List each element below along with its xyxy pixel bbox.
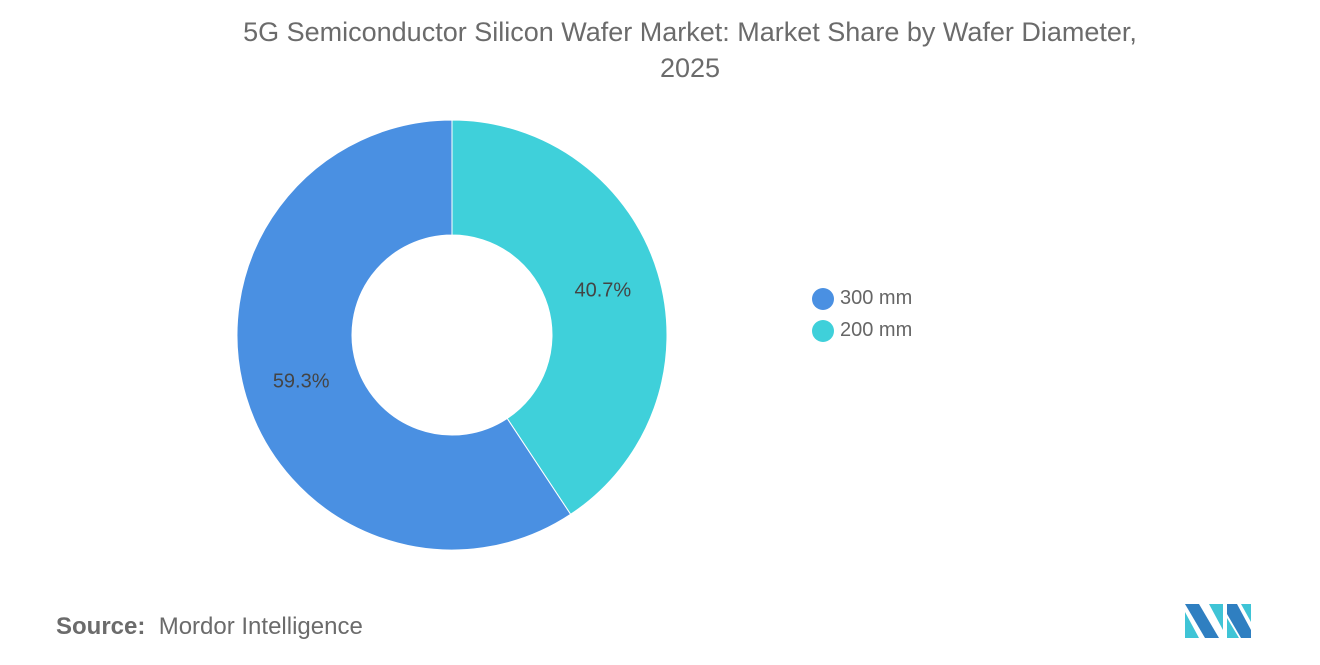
data-label: 59.3% — [273, 370, 330, 392]
title-line-1: 5G Semiconductor Silicon Wafer Market: M… — [243, 17, 1137, 47]
mordor-logo — [1185, 604, 1251, 638]
slice-200mm — [451, 119, 668, 516]
source-note: Source: Mordor Intelligence — [56, 613, 363, 641]
chart-title: 5G Semiconductor Silicon Wafer Market: M… — [0, 14, 1320, 86]
data-label: 40.7% — [574, 280, 631, 302]
legend-item-200mm: 200 mm — [812, 319, 912, 342]
source-label: Source: — [56, 613, 146, 640]
slice-300mm — [236, 119, 572, 551]
legend-item-300mm: 300 mm — [812, 287, 912, 310]
source-value: Mordor Intelligence — [158, 613, 363, 640]
legend-label: 300 mm — [840, 287, 913, 309]
legend-swatch — [812, 287, 834, 310]
title-line-2: 2025 — [659, 53, 721, 83]
legend-swatch — [812, 319, 834, 342]
legend-label: 200 mm — [840, 319, 913, 341]
